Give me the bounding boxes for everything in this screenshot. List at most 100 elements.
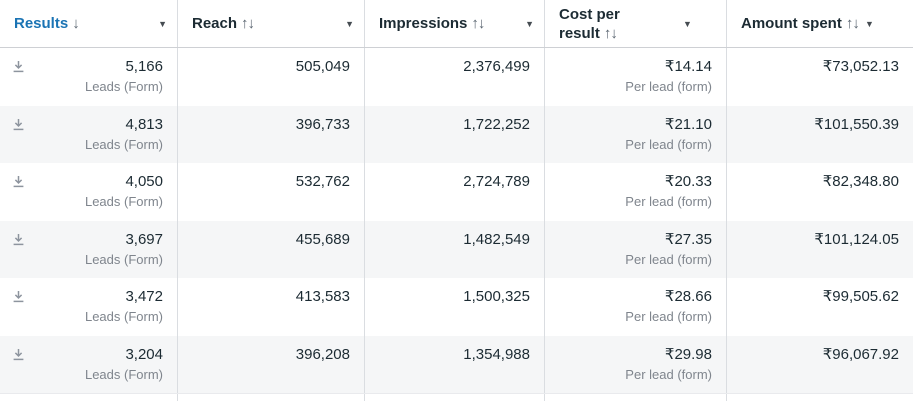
reach-value: 455,689 <box>295 230 350 248</box>
reach-cell: 532,762 <box>178 163 365 221</box>
amount-spent-value: ₹99,505.62 <box>822 288 899 305</box>
column-label-amount-spent: Amount spent <box>741 15 842 32</box>
column-label-results: Results <box>14 15 69 32</box>
impressions-cell: 1,354,988 <box>365 335 545 393</box>
amount-spent-value: ₹101,124.05 <box>814 230 899 248</box>
table-row-partial <box>0 393 913 401</box>
reach-cell: 396,733 <box>178 105 365 163</box>
sort-both-icon: ↑↓ <box>603 24 618 42</box>
cost-per-result-cell: ₹27.35 Per lead (form) <box>545 220 727 278</box>
sort-both-icon: ↑↓ <box>845 15 860 32</box>
amount-spent-value: ₹73,052.13 <box>822 58 899 75</box>
impressions-value: 2,724,789 <box>463 173 530 190</box>
amount-spent-value: ₹101,550.39 <box>814 115 899 133</box>
results-value: 4,813 <box>125 115 163 133</box>
results-value: 4,050 <box>125 173 163 190</box>
sort-desc-icon: ↓ <box>72 15 79 32</box>
table-row: 5,166 Leads (Form) 505,049 2,376,499 ₹14… <box>0 48 913 106</box>
caret-down-icon[interactable]: ▼ <box>345 18 354 29</box>
download-icon[interactable] <box>12 348 25 361</box>
download-icon[interactable] <box>12 175 25 188</box>
reach-cell: 455,689 <box>178 220 365 278</box>
results-type-label: Leads (Form) <box>84 366 163 382</box>
reach-cell: 505,049 <box>178 48 365 106</box>
amount-spent-cell: ₹96,067.92 <box>727 336 913 394</box>
reach-value: 396,208 <box>295 345 350 363</box>
column-label-cost-per-result: Cost per result <box>559 5 620 42</box>
cost-per-result-cell: ₹29.98 Per lead (form) <box>545 335 727 393</box>
reach-value: 532,762 <box>295 173 350 190</box>
column-header-reach[interactable]: Reach ↑↓ ▼ <box>178 0 365 47</box>
cost-per-result-value: ₹28.66 <box>664 288 712 305</box>
caret-down-icon[interactable]: ▼ <box>525 18 534 29</box>
impressions-value: 1,722,252 <box>463 115 530 133</box>
cost-per-result-cell: ₹20.33 Per lead (form) <box>545 163 727 221</box>
download-icon[interactable] <box>12 290 25 303</box>
results-value: 5,166 <box>125 58 163 75</box>
cost-per-result-label: Per lead (form) <box>625 79 712 94</box>
column-header-cost-per-result[interactable]: Cost per result ↑↓ ▼ <box>545 0 727 47</box>
results-cell: 5,166 Leads (Form) <box>0 48 178 106</box>
reach-value: 505,049 <box>295 58 350 75</box>
cost-per-result-label: Per lead (form) <box>625 366 712 382</box>
amount-spent-cell: ₹99,505.62 <box>727 278 913 336</box>
impressions-value: 2,376,499 <box>463 58 530 75</box>
results-type-label: Leads (Form) <box>84 136 163 152</box>
amount-spent-cell: ₹101,550.39 <box>727 106 913 164</box>
reach-value: 396,733 <box>295 115 350 133</box>
column-label-impressions: Impressions <box>379 15 468 32</box>
table-row: 3,472 Leads (Form) 413,583 1,500,325 ₹28… <box>0 278 913 336</box>
sort-both-icon: ↑↓ <box>241 15 255 32</box>
amount-spent-cell: ₹101,124.05 <box>727 221 913 279</box>
cost-per-result-value: ₹20.33 <box>664 173 712 190</box>
cost-per-result-cell: ₹28.66 Per lead (form) <box>545 278 727 336</box>
cost-per-result-value: ₹14.14 <box>664 58 712 75</box>
download-icon[interactable] <box>12 118 25 131</box>
results-cell: 4,050 Leads (Form) <box>0 163 178 221</box>
impressions-cell: 2,376,499 <box>365 48 545 106</box>
column-header-results[interactable]: Results ↓ ▼ <box>0 0 178 47</box>
caret-down-icon[interactable]: ▼ <box>865 18 874 29</box>
results-value: 3,204 <box>125 345 163 363</box>
cost-per-result-label: Per lead (form) <box>625 251 712 267</box>
impressions-cell: 1,722,252 <box>365 105 545 163</box>
results-value: 3,472 <box>125 288 163 305</box>
column-header-impressions[interactable]: Impressions ↑↓ ▼ <box>365 0 545 47</box>
column-label-reach: Reach <box>192 15 238 32</box>
caret-down-icon[interactable]: ▼ <box>683 18 692 29</box>
reach-cell: 413,583 <box>178 278 365 336</box>
download-icon[interactable] <box>12 233 25 246</box>
cost-per-result-label: Per lead (form) <box>625 194 712 209</box>
amount-spent-value: ₹96,067.92 <box>822 345 899 363</box>
results-cell: 4,813 Leads (Form) <box>0 105 178 163</box>
cost-per-result-cell: ₹21.10 Per lead (form) <box>545 105 727 163</box>
impressions-cell: 1,500,325 <box>365 278 545 336</box>
cost-per-result-value: ₹29.98 <box>664 345 712 363</box>
cost-per-result-value: ₹21.10 <box>664 115 712 133</box>
download-icon[interactable] <box>12 60 25 73</box>
results-type-label: Leads (Form) <box>84 194 163 209</box>
reach-cell: 396,208 <box>178 335 365 393</box>
impressions-value: 1,482,549 <box>463 230 530 248</box>
results-cell: 3,204 Leads (Form) <box>0 335 178 393</box>
table-row: 3,204 Leads (Form) 396,208 1,354,988 ₹29… <box>0 335 913 394</box>
caret-down-icon[interactable]: ▼ <box>158 18 167 29</box>
results-value: 3,697 <box>125 230 163 248</box>
cost-per-result-cell: ₹14.14 Per lead (form) <box>545 48 727 106</box>
impressions-cell: 1,482,549 <box>365 220 545 278</box>
results-cell: 3,472 Leads (Form) <box>0 278 178 336</box>
sort-both-icon: ↑↓ <box>471 15 485 32</box>
column-header-amount-spent[interactable]: Amount spent ↑↓ ▼ <box>727 0 913 47</box>
reach-value: 413,583 <box>295 288 350 305</box>
impressions-value: 1,500,325 <box>463 288 530 305</box>
table-row: 4,050 Leads (Form) 532,762 2,724,789 ₹20… <box>0 163 913 221</box>
table-header-row: Results ↓ ▼ Reach ↑↓ ▼ Impressions ↑↓ ▼ Cos… <box>0 0 913 48</box>
results-type-label: Leads (Form) <box>84 309 163 324</box>
amount-spent-cell: ₹82,348.80 <box>727 163 913 221</box>
results-type-label: Leads (Form) <box>84 79 163 94</box>
cost-per-result-label: Per lead (form) <box>625 136 712 152</box>
results-cell: 3,697 Leads (Form) <box>0 220 178 278</box>
cost-per-result-value: ₹27.35 <box>664 230 712 248</box>
table-row: 4,813 Leads (Form) 396,733 1,722,252 ₹21… <box>0 105 913 164</box>
